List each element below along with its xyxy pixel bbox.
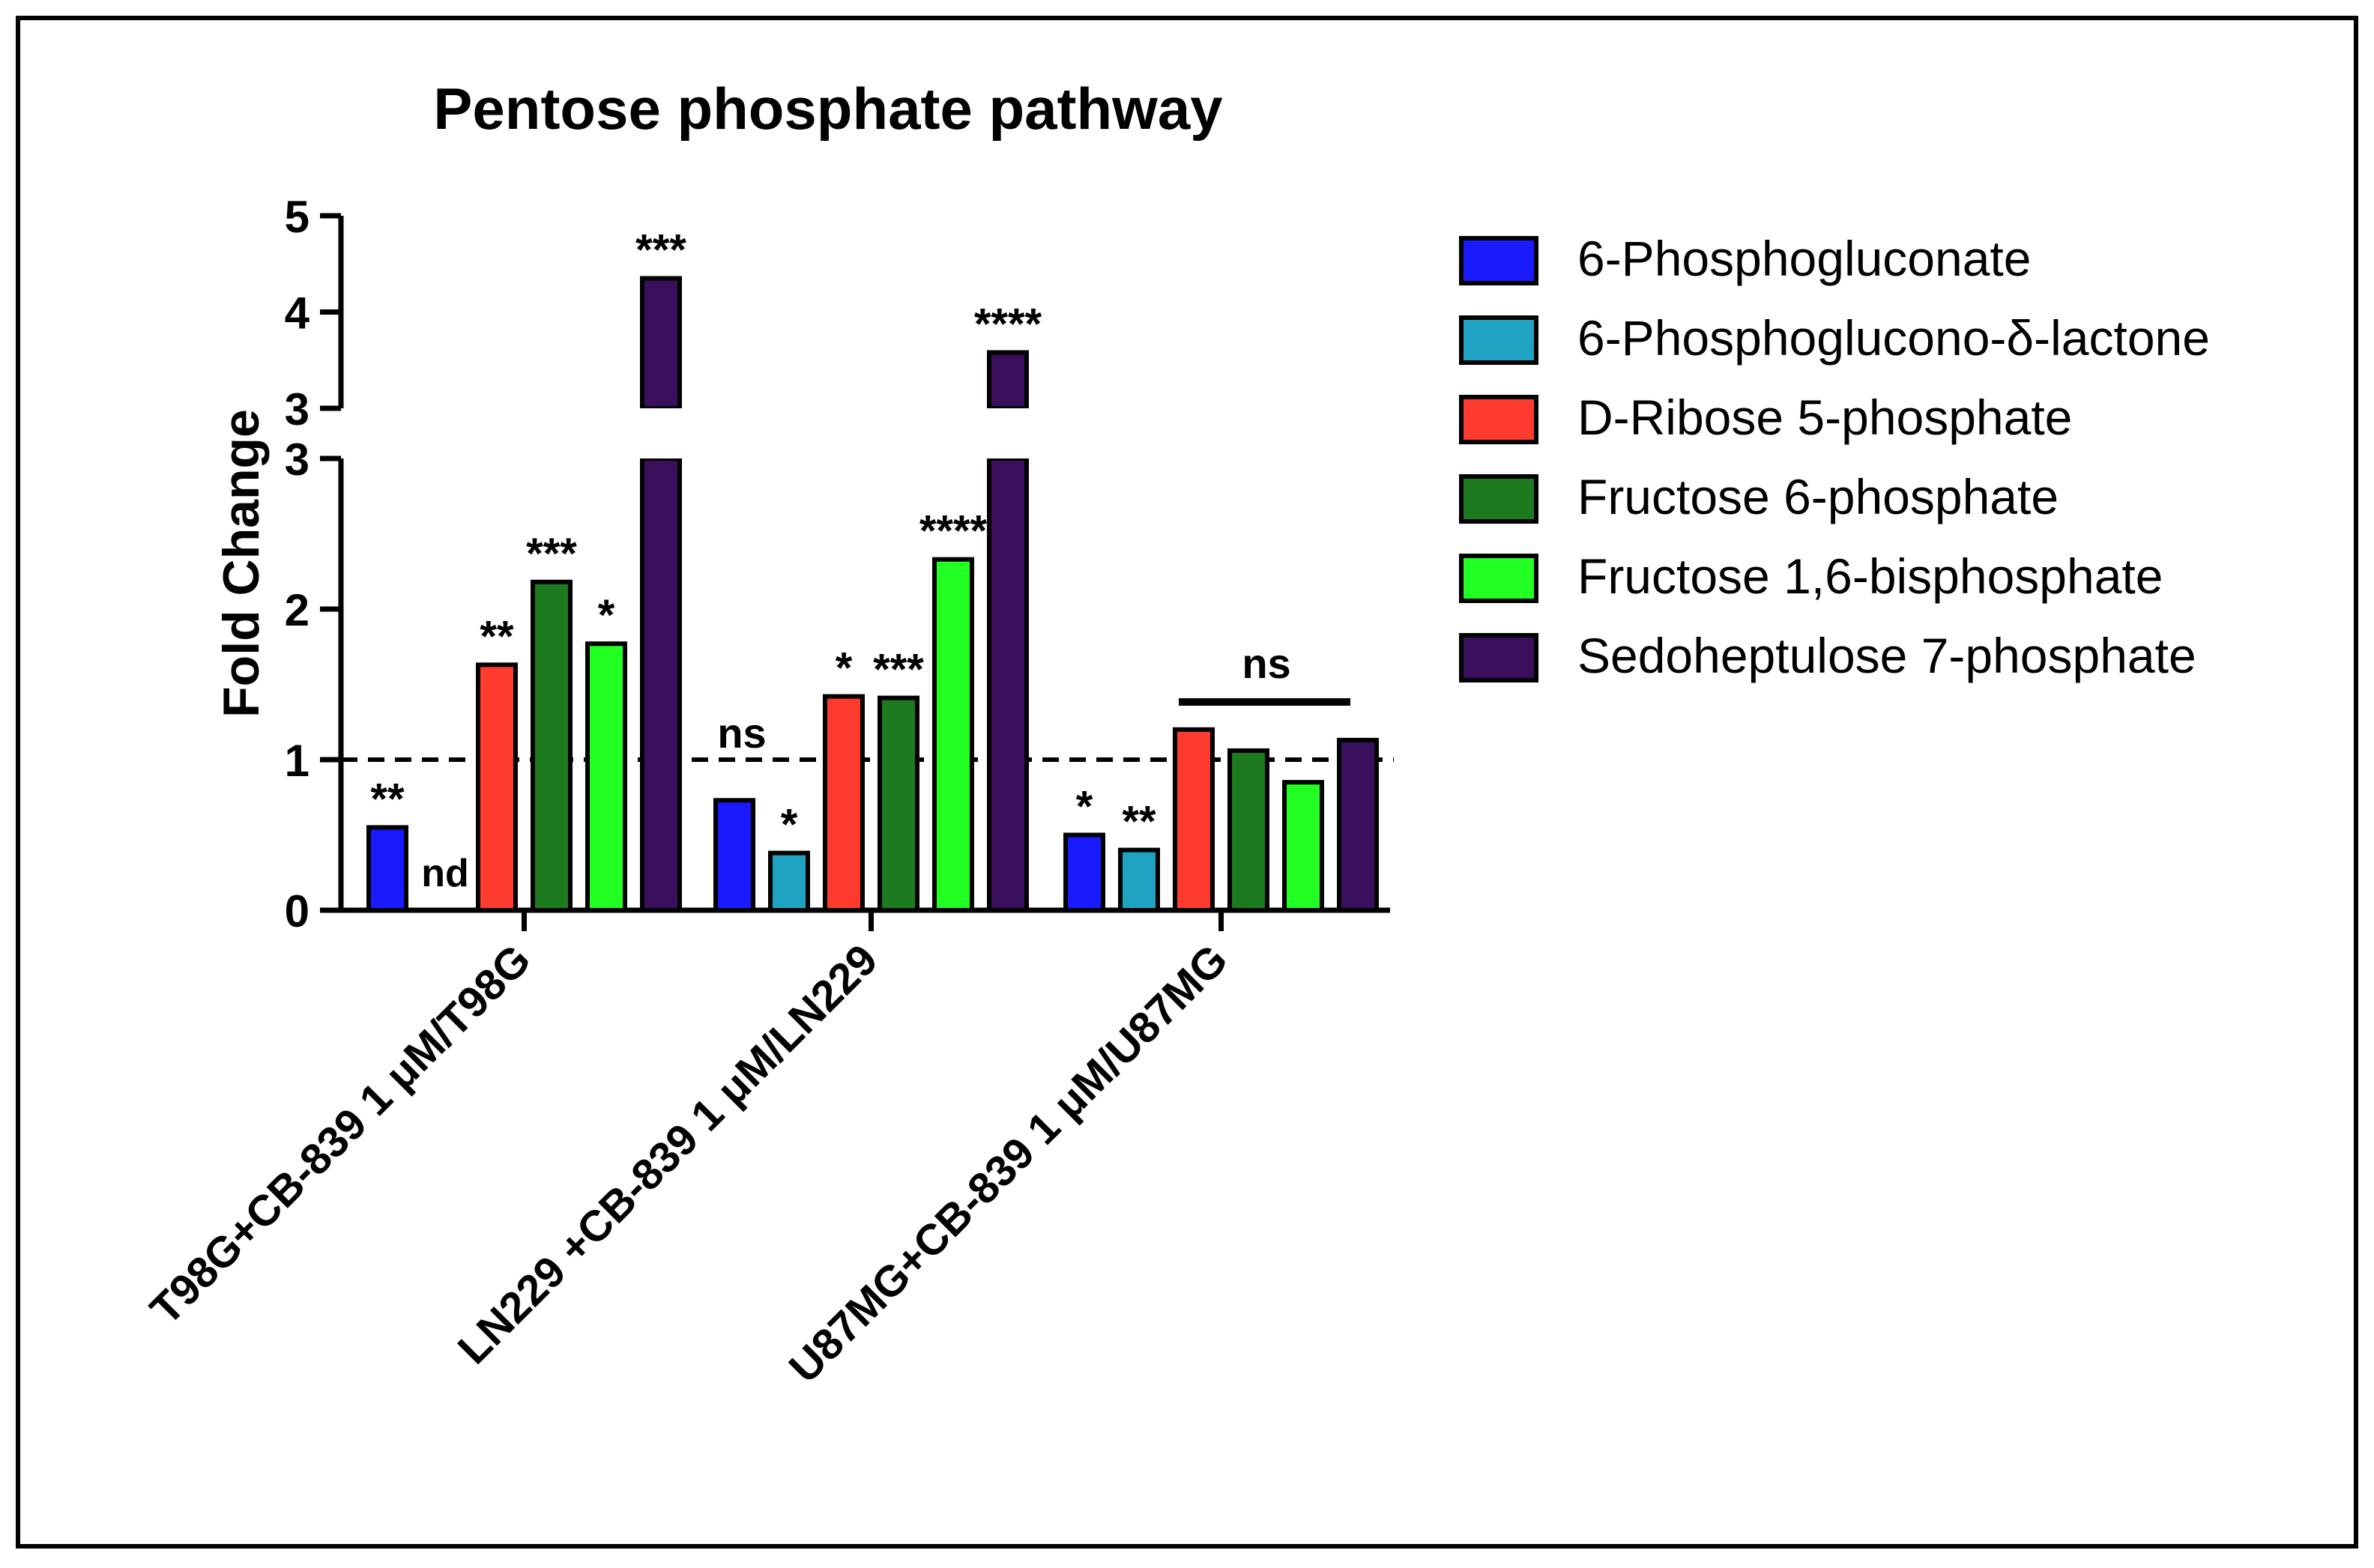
- significance-label: *: [781, 801, 798, 850]
- legend-swatch: [1459, 633, 1538, 682]
- legend-swatch: [1459, 474, 1538, 524]
- legend-swatch: [1459, 554, 1538, 603]
- significance-label: *: [1076, 783, 1093, 832]
- legend-label: D-Ribose 5-phosphate: [1577, 390, 2072, 445]
- legend: 6-Phosphogluconate 6-Phosphoglucono-δ-lac…: [1459, 231, 2210, 683]
- y-tick-label: 2: [285, 585, 309, 635]
- legend-swatch: [1459, 395, 1538, 444]
- bar: [476, 662, 518, 912]
- bars: [366, 276, 1379, 913]
- significance-label: *: [836, 644, 853, 693]
- axes: 0 1 2 33 4 5: [285, 192, 1394, 936]
- y-tick-label: 1: [285, 736, 309, 786]
- significance-label: **: [1122, 798, 1156, 847]
- significance-label: ****: [919, 507, 988, 556]
- bar: [713, 798, 755, 913]
- bar: [1282, 780, 1324, 913]
- significance-label: ****: [974, 300, 1042, 348]
- significance-label: *: [598, 591, 615, 640]
- figure-border: [16, 16, 2358, 1549]
- bar: [640, 456, 682, 912]
- bar: [1118, 847, 1160, 912]
- bar: [932, 557, 974, 912]
- y-axis-label: Fold Change: [213, 409, 270, 718]
- significance-label: ***: [873, 646, 924, 694]
- y-tick-label: 3: [285, 435, 309, 485]
- y-tick-label: 3: [285, 384, 309, 435]
- legend-swatch: [1459, 236, 1538, 285]
- legend-label: Sedoheptulose 7-phosphate: [1577, 628, 2196, 683]
- bar: [366, 825, 408, 912]
- bar-upper: [987, 350, 1029, 411]
- bar: [531, 579, 573, 912]
- legend-swatch: [1459, 315, 1538, 365]
- bar: [1337, 737, 1379, 912]
- bar: [823, 694, 865, 913]
- y-tick-label: 4: [285, 288, 310, 339]
- significance-label: ***: [526, 530, 577, 578]
- y-tick-label: 5: [285, 192, 309, 242]
- legend-label: 6-Phosphoglucono-δ-lactone: [1577, 310, 2210, 366]
- bar: [768, 850, 810, 912]
- ns-label-ln229: ns: [717, 709, 766, 757]
- axis-break-gap: [986, 408, 1030, 458]
- chart-title: Pentose phosphate pathway: [433, 76, 1222, 142]
- significance-label: ***: [635, 226, 686, 275]
- y-axis-break: [333, 411, 348, 455]
- y-tick-label: 0: [285, 886, 309, 936]
- bar: [585, 641, 627, 912]
- bar-upper: [640, 276, 682, 411]
- bar: [1227, 748, 1269, 912]
- legend-label: Fructose 6-phosphate: [1577, 469, 2059, 524]
- ns-label-u87mg: ns: [1242, 640, 1290, 687]
- bar: [1063, 832, 1105, 912]
- bar: [878, 695, 919, 913]
- legend-label: Fructose 1,6-bisphosphate: [1577, 548, 2163, 604]
- significance-label: **: [370, 775, 405, 823]
- bar: [987, 456, 1029, 912]
- significance-label: nd: [421, 852, 469, 895]
- significance-label: **: [480, 612, 514, 661]
- bar: [1173, 727, 1215, 912]
- axis-break-gap: [639, 408, 683, 458]
- legend-label: 6-Phosphogluconate: [1577, 231, 2031, 286]
